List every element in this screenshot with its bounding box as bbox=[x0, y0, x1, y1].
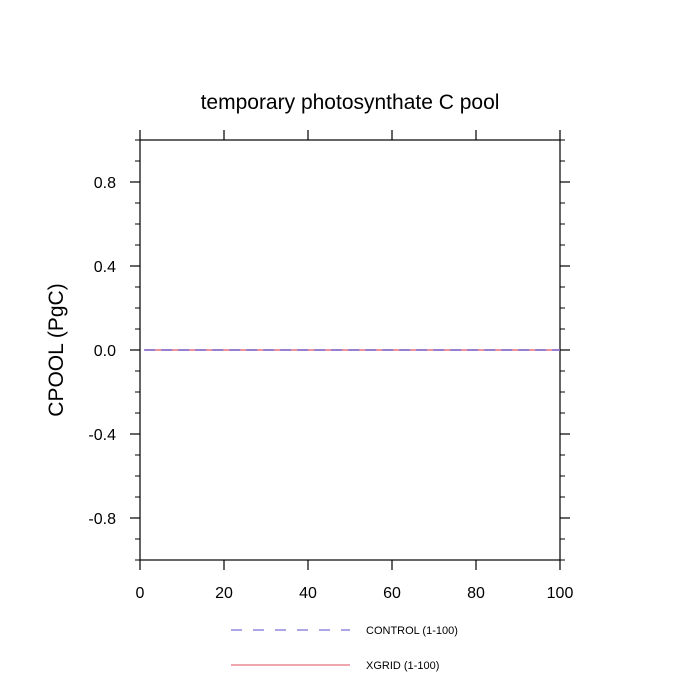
tick-labels: 0 20 40 60 80 100 -0.8 -0.4 0.0 0.4 0.8 bbox=[88, 175, 573, 602]
x-tick-label: 0 bbox=[136, 585, 145, 602]
y-tick-label: -0.8 bbox=[88, 511, 116, 528]
legend: CONTROL (1-100) XGRID (1-100) bbox=[231, 625, 458, 672]
x-tick-label: 20 bbox=[215, 585, 233, 602]
y-axis-label: CPOOL (PgC) bbox=[45, 283, 68, 416]
x-tick-label: 60 bbox=[383, 585, 401, 602]
x-tick-label: 100 bbox=[547, 585, 574, 602]
y-tick-label: 0.8 bbox=[94, 175, 116, 192]
legend-label-1: CONTROL (1-100) bbox=[366, 625, 458, 637]
chart-title: temporary photosynthate C pool bbox=[201, 91, 500, 114]
y-tick-label: 0.4 bbox=[94, 259, 116, 276]
y-tick-label: 0.0 bbox=[94, 343, 116, 360]
axis-ticks bbox=[130, 130, 570, 570]
legend-label-2: XGRID (1-100) bbox=[366, 660, 439, 672]
y-tick-label: -0.4 bbox=[88, 427, 116, 444]
x-tick-label: 80 bbox=[467, 585, 485, 602]
x-tick-label: 40 bbox=[299, 585, 317, 602]
